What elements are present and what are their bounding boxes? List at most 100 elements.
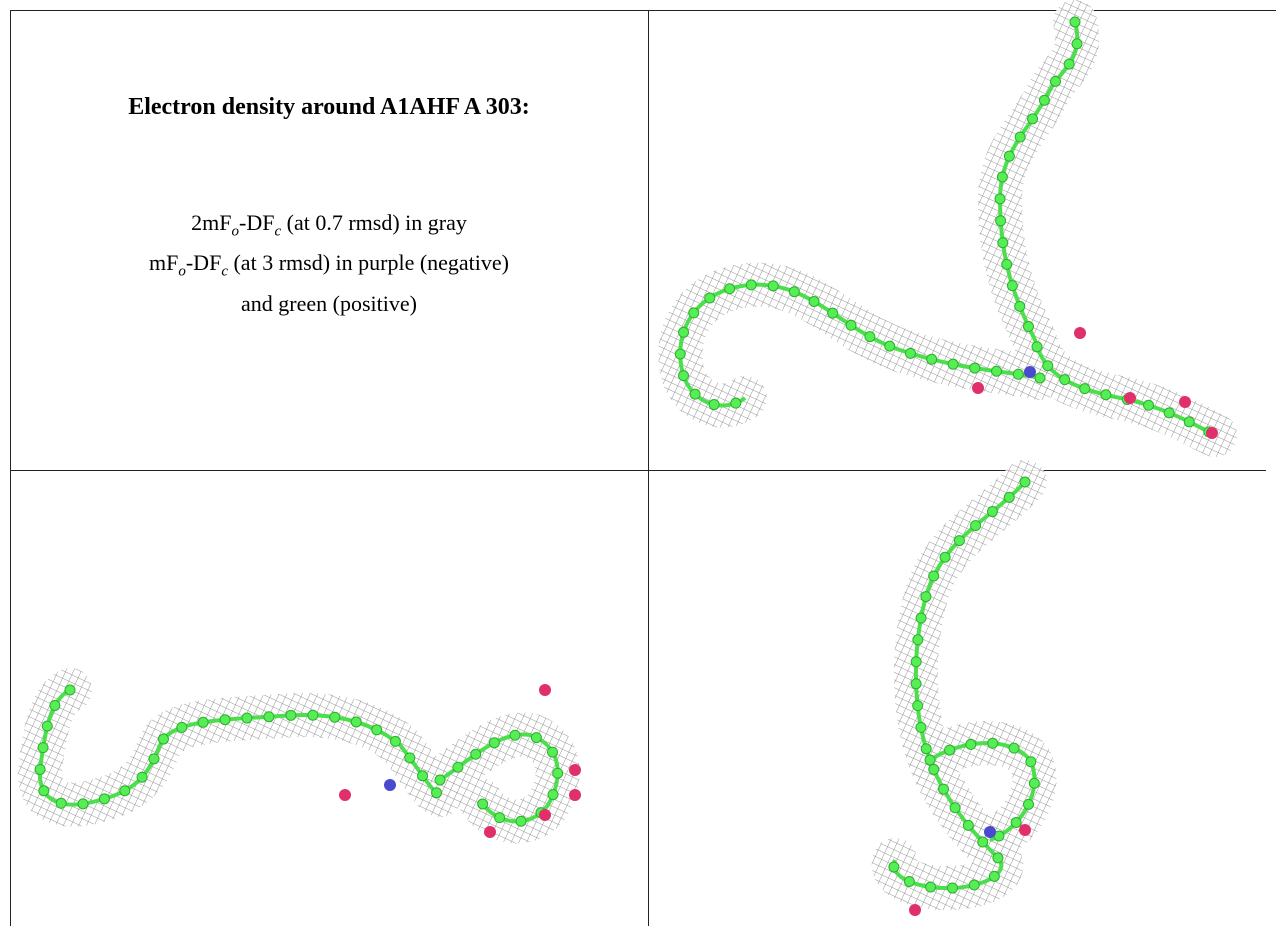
- atom: [889, 862, 899, 872]
- atom: [768, 281, 778, 291]
- hetero-atom: [984, 826, 996, 838]
- atom: [510, 730, 520, 740]
- atom: [286, 710, 296, 720]
- atom: [929, 764, 939, 774]
- subscript: o: [232, 223, 240, 239]
- atom: [679, 327, 689, 337]
- atom: [1011, 817, 1021, 827]
- atom: [1004, 492, 1014, 502]
- atom: [926, 882, 936, 892]
- atom: [725, 284, 735, 294]
- atom: [1070, 17, 1080, 27]
- text: mF: [149, 250, 178, 275]
- atom: [970, 363, 980, 373]
- atom: [38, 743, 48, 753]
- atom: [553, 768, 563, 778]
- caption-line: mFo-DFc (at 3 rmsd) in purple (negative): [10, 247, 648, 287]
- subscript: o: [178, 264, 186, 280]
- atom: [1013, 369, 1023, 379]
- hetero-atom: [1124, 392, 1136, 404]
- hetero-atom: [484, 826, 496, 838]
- page: Electron density around A1AHF A 303: 2mF…: [0, 0, 1276, 926]
- atom: [242, 713, 252, 723]
- atom: [925, 755, 935, 765]
- hetero-atom: [1019, 824, 1031, 836]
- atom: [969, 880, 979, 890]
- atom: [929, 571, 939, 581]
- density-mesh: [680, 285, 1040, 406]
- atom: [1029, 778, 1039, 788]
- hetero-atom: [339, 789, 351, 801]
- atom: [65, 685, 75, 695]
- atom: [120, 786, 130, 796]
- atom: [372, 725, 382, 735]
- atom: [954, 536, 964, 546]
- atom: [516, 816, 526, 826]
- hetero-atom: [909, 904, 921, 916]
- hetero-atom: [384, 779, 396, 791]
- atom: [1009, 743, 1019, 753]
- atom: [689, 308, 699, 318]
- hetero-atom: [539, 684, 551, 696]
- atom: [690, 389, 700, 399]
- atom: [1060, 375, 1070, 385]
- atom: [940, 552, 950, 562]
- atom: [1072, 39, 1082, 49]
- density-mesh: [40, 690, 440, 805]
- atom: [453, 762, 463, 772]
- atom: [809, 296, 819, 306]
- atom: [1039, 95, 1049, 105]
- atom: [158, 734, 168, 744]
- atom: [1050, 76, 1060, 86]
- atom: [993, 853, 1003, 863]
- atom: [330, 712, 340, 722]
- atom: [99, 794, 109, 804]
- atom: [137, 772, 147, 782]
- atom: [308, 710, 318, 720]
- atom: [432, 788, 442, 798]
- hetero-atom: [1074, 327, 1086, 339]
- atom: [1023, 322, 1033, 332]
- atom: [264, 712, 274, 722]
- atom: [978, 837, 988, 847]
- atom: [177, 722, 187, 732]
- atom: [989, 871, 999, 881]
- atom: [39, 786, 49, 796]
- atom: [828, 308, 838, 318]
- caption-title: Electron density around A1AHF A 303:: [10, 94, 648, 121]
- density-renders: [35, 17, 1218, 916]
- atom: [1080, 384, 1090, 394]
- atom: [846, 320, 856, 330]
- atom: [998, 238, 1008, 248]
- atom: [988, 738, 998, 748]
- atom: [56, 798, 66, 808]
- hetero-atom: [1024, 366, 1036, 378]
- atom: [1026, 757, 1036, 767]
- atom: [911, 679, 921, 689]
- atom: [675, 349, 685, 359]
- atom: [1004, 151, 1014, 161]
- text: -DF: [239, 210, 274, 235]
- atom: [987, 507, 997, 517]
- atom: [50, 700, 60, 710]
- atom: [746, 280, 756, 290]
- atom: [1007, 281, 1017, 291]
- atom: [885, 341, 895, 351]
- atom: [1101, 390, 1111, 400]
- atom: [966, 739, 976, 749]
- atom: [78, 799, 88, 809]
- atom: [709, 400, 719, 410]
- atom: [405, 753, 415, 763]
- atom: [548, 747, 558, 757]
- atom: [992, 366, 1002, 376]
- atom: [904, 876, 914, 886]
- atom: [351, 717, 361, 727]
- atom: [1015, 132, 1025, 142]
- atom: [1023, 799, 1033, 809]
- caption-line: 2mFo-DFc (at 0.7 rmsd) in gray: [10, 207, 648, 247]
- atom: [1184, 417, 1194, 427]
- atom: [471, 749, 481, 759]
- subscript: c: [221, 264, 228, 280]
- atom: [220, 715, 230, 725]
- hetero-atom: [569, 764, 581, 776]
